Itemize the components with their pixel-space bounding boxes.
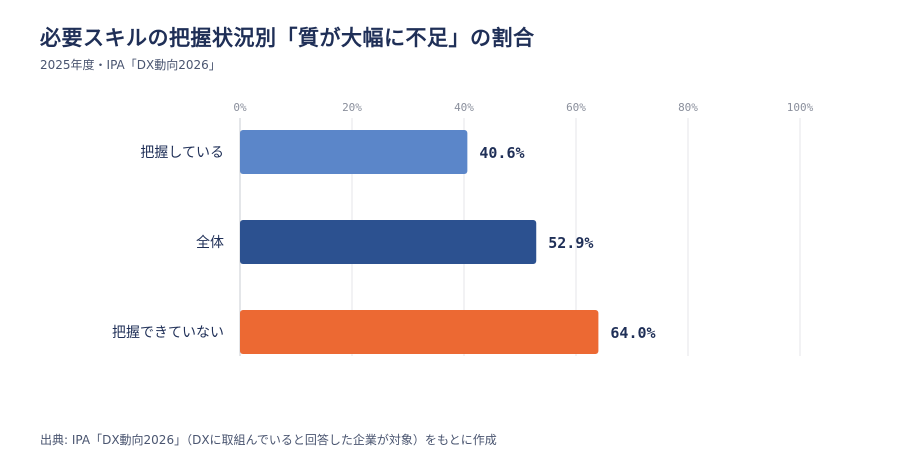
bar-1 — [240, 130, 468, 174]
chart-title: 必要スキルの把握状況別「質が大幅に不足」の割合 — [40, 26, 535, 50]
bar-3 — [240, 310, 599, 354]
x-tick-label: 100% — [787, 101, 814, 114]
bar-2 — [240, 220, 537, 264]
chart-subtitle: 2025年度・IPA「DX動向2026」 — [40, 58, 221, 72]
bars — [240, 130, 599, 354]
x-tick-label: 40% — [454, 101, 474, 114]
x-tick-label: 20% — [342, 101, 362, 114]
category-label: 全体 — [196, 234, 224, 251]
source-note: 出典: IPA「DX動向2026」（DXに取組んでいると回答した企業が対象）をも… — [40, 433, 497, 447]
category-label: 把握できていない — [112, 325, 224, 341]
data-label: 52.9% — [548, 234, 593, 252]
x-tick-label: 80% — [678, 101, 698, 114]
bar-chart: 0% 20% 40% 60% 80% 100% 把握している 40.6% 全体 52.9% 把握で… — [112, 101, 814, 356]
data-label: 40.6% — [479, 144, 524, 162]
x-tick-label: 60% — [566, 101, 586, 114]
category-label: 把握している — [140, 145, 224, 161]
x-axis-ticks: 0% 20% 40% 60% 80% 100% — [233, 101, 813, 114]
labels: 把握している 40.6% 全体 52.9% 把握できていない 64.0% — [112, 144, 656, 342]
x-tick-label: 0% — [233, 101, 247, 114]
data-label: 64.0% — [610, 324, 655, 342]
